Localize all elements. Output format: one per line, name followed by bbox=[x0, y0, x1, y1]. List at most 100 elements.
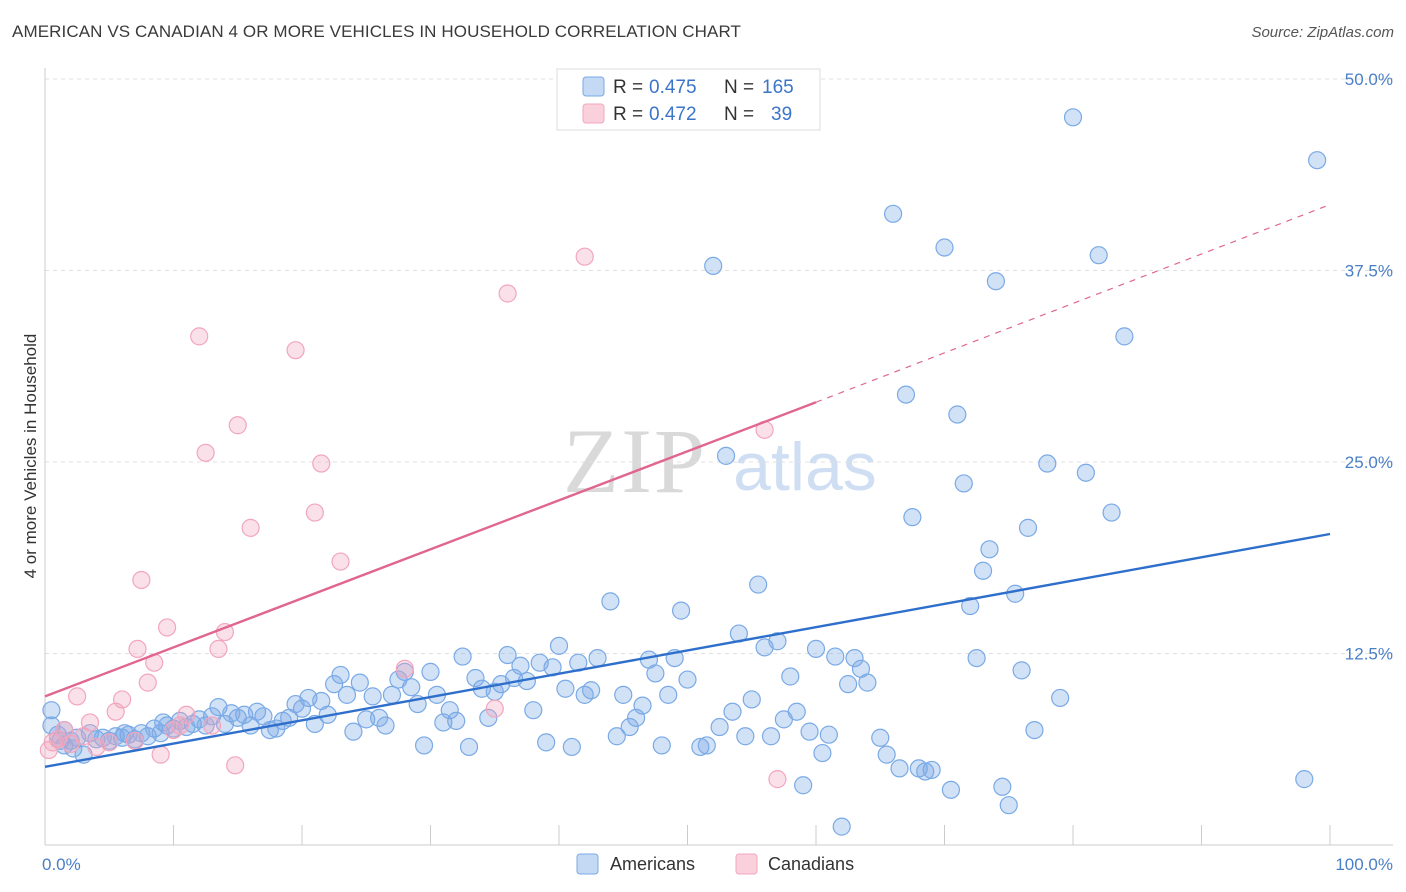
point-americans bbox=[723, 702, 742, 721]
point-canadians bbox=[209, 639, 228, 659]
trend-lines bbox=[44, 204, 1331, 769]
point-americans bbox=[115, 724, 134, 743]
point-americans bbox=[948, 405, 967, 424]
point-americans bbox=[447, 711, 466, 731]
point-canadians bbox=[485, 699, 504, 718]
point-americans bbox=[883, 204, 903, 223]
point-canadians bbox=[151, 745, 170, 764]
point-americans bbox=[916, 762, 935, 781]
watermark-atlas: atlas bbox=[733, 429, 877, 505]
legend-r-label-americans: R = bbox=[613, 77, 643, 98]
point-americans bbox=[459, 737, 479, 757]
point-americans bbox=[832, 817, 851, 836]
point-americans bbox=[549, 636, 569, 655]
point-americans bbox=[1089, 246, 1108, 265]
point-americans bbox=[877, 745, 896, 764]
point-americans bbox=[678, 670, 697, 689]
point-canadians bbox=[190, 327, 209, 346]
point-canadians bbox=[43, 733, 62, 752]
point-americans bbox=[768, 632, 787, 651]
y-tick-label: 12.5% bbox=[1345, 645, 1393, 664]
bottom-legend: Americans Canadians bbox=[576, 853, 854, 875]
point-americans bbox=[524, 701, 543, 720]
gridlines bbox=[45, 78, 1393, 654]
point-americans bbox=[806, 639, 826, 659]
legend-r-value-canadians: 0.472 bbox=[649, 104, 697, 125]
point-canadians bbox=[226, 756, 245, 775]
point-americans bbox=[382, 685, 402, 704]
x-tick-label: 100.0% bbox=[1335, 855, 1393, 874]
point-americans bbox=[601, 592, 620, 611]
point-americans bbox=[498, 645, 517, 665]
legend-r-value-americans: 0.475 bbox=[649, 77, 697, 98]
point-americans bbox=[42, 701, 61, 720]
point-americans bbox=[556, 679, 575, 698]
point-canadians bbox=[125, 731, 145, 750]
point-americans bbox=[961, 596, 980, 616]
point-americans bbox=[954, 474, 973, 493]
trend-line-canadians-extension bbox=[815, 204, 1331, 403]
point-americans bbox=[646, 664, 665, 683]
point-americans bbox=[652, 736, 671, 755]
point-americans bbox=[440, 701, 459, 720]
point-americans bbox=[691, 737, 710, 757]
point-americans bbox=[781, 667, 800, 686]
point-americans bbox=[794, 776, 813, 795]
point-americans bbox=[376, 716, 395, 735]
point-americans bbox=[633, 696, 652, 715]
point-americans bbox=[941, 780, 961, 799]
point-americans bbox=[999, 796, 1018, 815]
point-americans bbox=[980, 540, 999, 559]
point-americans bbox=[466, 668, 485, 688]
point-americans bbox=[973, 561, 993, 580]
point-canadians bbox=[132, 570, 151, 590]
point-americans bbox=[858, 673, 877, 692]
legend-n-value-canadians: 39 bbox=[771, 104, 792, 125]
point-americans bbox=[421, 662, 440, 681]
point-canadians bbox=[312, 454, 331, 473]
bottom-legend-americans: Americans bbox=[610, 854, 695, 874]
legend-r-label-canadians: R = bbox=[613, 104, 643, 125]
point-canadians bbox=[196, 443, 215, 462]
point-canadians bbox=[331, 552, 350, 571]
point-americans bbox=[1051, 688, 1070, 708]
point-canadians bbox=[241, 518, 260, 537]
series-canadians bbox=[39, 247, 787, 789]
legend-swatch-canadians bbox=[582, 103, 605, 124]
point-americans bbox=[749, 575, 768, 594]
point-americans bbox=[402, 678, 421, 697]
point-americans bbox=[614, 685, 633, 704]
y-tick-labels: 12.5% 25.0% 37.5% 50.0% bbox=[1345, 70, 1393, 664]
watermark-zip: ZIP bbox=[563, 410, 707, 512]
point-americans bbox=[453, 647, 472, 666]
point-canadians bbox=[170, 716, 190, 735]
point-canadians bbox=[80, 713, 100, 732]
point-canadians bbox=[305, 503, 324, 522]
point-canadians bbox=[157, 618, 177, 637]
bottom-legend-swatch-canadians bbox=[735, 853, 758, 875]
point-americans bbox=[537, 733, 556, 752]
point-americans bbox=[659, 685, 678, 704]
point-americans bbox=[511, 656, 530, 675]
point-americans bbox=[761, 727, 781, 746]
point-canadians bbox=[395, 659, 414, 678]
point-canadians bbox=[138, 673, 157, 692]
point-americans bbox=[1006, 584, 1025, 603]
y-axis-title: 4 or more Vehicles in Household bbox=[21, 334, 40, 579]
point-americans bbox=[337, 685, 357, 704]
point-americans bbox=[1038, 454, 1057, 473]
point-americans bbox=[826, 647, 845, 666]
point-americans bbox=[787, 702, 806, 721]
point-americans bbox=[845, 648, 864, 668]
x-tick-labels: 0.0% 100.0% bbox=[42, 855, 1393, 874]
point-canadians bbox=[128, 639, 147, 659]
point-americans bbox=[736, 727, 755, 746]
point-americans bbox=[890, 759, 909, 778]
bottom-legend-canadians: Canadians bbox=[768, 854, 854, 874]
point-americans bbox=[196, 716, 215, 735]
point-americans bbox=[562, 737, 581, 757]
point-canadians bbox=[498, 284, 517, 303]
bottom-legend-swatch-americans bbox=[576, 853, 599, 875]
point-americans bbox=[575, 685, 594, 704]
